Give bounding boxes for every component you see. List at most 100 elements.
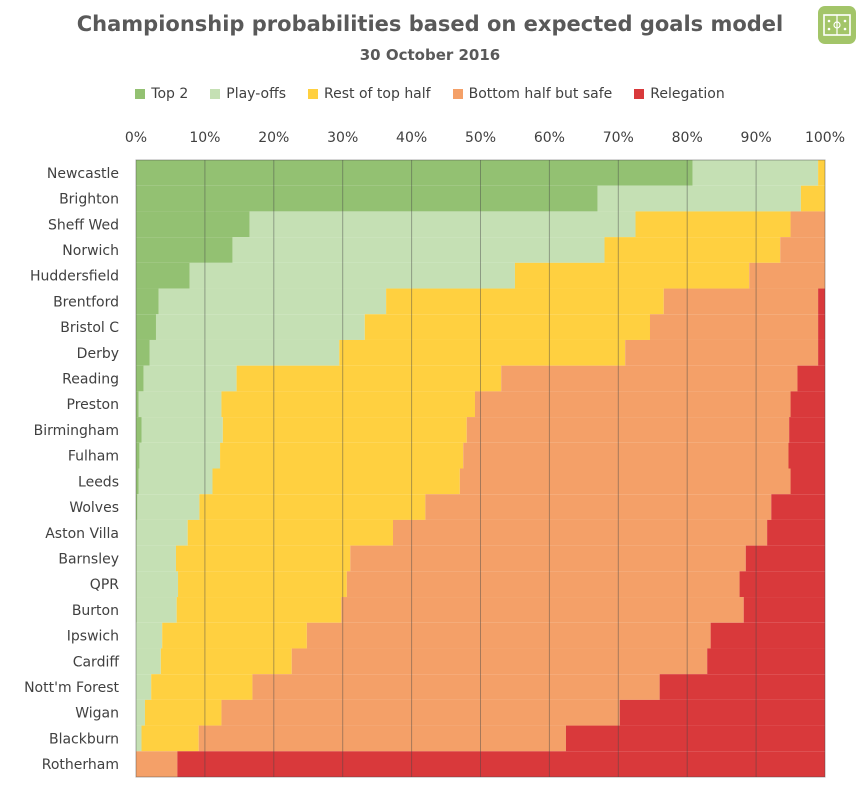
x-tick-label: 60% (534, 130, 565, 146)
bar-huddersfield-bottom-half-but-safe (749, 262, 825, 289)
legend-item-rest-of-top-half: Rest of top half (308, 86, 431, 102)
category-label-leeds: Leeds (78, 474, 119, 490)
bar-blackburn-bottom-half-but-safe (198, 725, 566, 752)
bar-bristol-c-play-offs (155, 314, 365, 340)
legend-swatch (135, 89, 146, 99)
bar-cardiff-relegation (707, 648, 825, 675)
bar-qpr-relegation (739, 571, 825, 598)
bar-derby-bottom-half-but-safe (625, 339, 819, 366)
bar-fulham-top-2 (136, 442, 140, 469)
bar-barnsley-top-2 (136, 545, 137, 572)
bar-sheff-wed-rest-of-top-half (635, 211, 791, 238)
bar-huddersfield-rest-of-top-half (514, 262, 750, 289)
bar-cardiff-rest-of-top-half (160, 648, 292, 675)
legend-item-bottom-half-but-safe: Bottom half but safe (452, 86, 613, 102)
x-tick-label: 50% (465, 130, 496, 146)
bar-derby-relegation (818, 339, 825, 366)
bar-barnsley-relegation (745, 545, 825, 572)
x-tick-label: 10% (189, 130, 220, 146)
bar-cardiff-bottom-half-but-safe (291, 648, 708, 675)
bar-nott-m-forest-relegation (659, 674, 825, 700)
legend-label: Top 2 (151, 86, 189, 102)
legend-item-relegation: Relegation (634, 86, 725, 102)
bar-wolves-rest-of-top-half (199, 494, 426, 520)
bar-blackburn-play-offs (136, 725, 142, 752)
bar-brentford-rest-of-top-half (386, 288, 664, 315)
x-tick-label: 90% (741, 130, 772, 146)
bar-ipswich-bottom-half-but-safe (306, 622, 711, 649)
bar-wigan-rest-of-top-half (144, 699, 222, 726)
category-label-aston-villa: Aston Villa (45, 526, 119, 542)
chart-title: Championship probabilities based on expe… (76, 12, 784, 36)
bar-preston-bottom-half-but-safe (474, 391, 791, 418)
bar-ipswich-rest-of-top-half (162, 622, 307, 649)
bar-burton-relegation (743, 597, 825, 623)
category-label-nott-m-forest: Nott'm Forest (24, 680, 119, 696)
bar-brentford-relegation (818, 288, 825, 315)
category-label-wigan: Wigan (75, 706, 119, 722)
bar-birmingham-play-offs (141, 417, 223, 443)
bar-aston-villa-top-2 (136, 519, 137, 546)
bar-wolves-play-offs (137, 494, 200, 520)
bar-wigan-bottom-half-but-safe (221, 699, 620, 726)
legend-label: Play-offs (226, 86, 287, 102)
bar-norwich-play-offs (232, 237, 605, 263)
bar-birmingham-relegation (789, 417, 825, 443)
bar-birmingham-rest-of-top-half (222, 417, 467, 443)
bar-derby-rest-of-top-half (339, 339, 626, 366)
bar-newcastle-top-2 (136, 160, 693, 186)
bar-preston-relegation (790, 391, 825, 418)
bar-norwich-rest-of-top-half (604, 237, 781, 263)
category-label-newcastle: Newcastle (47, 166, 119, 182)
chart-legend: Top 2 Play-offs Rest of top half Bottom hal… (0, 86, 860, 102)
bar-brighton-rest-of-top-half (800, 185, 825, 212)
bar-blackburn-relegation (565, 725, 825, 752)
bar-norwich-top-2 (136, 237, 233, 263)
x-tick-label: 20% (258, 130, 289, 146)
bar-leeds-bottom-half-but-safe (459, 468, 791, 495)
legend-label: Rest of top half (324, 86, 431, 102)
x-tick-label: 40% (396, 130, 427, 146)
bar-brentford-top-2 (136, 288, 159, 315)
bar-nott-m-forest-play-offs (136, 674, 152, 700)
bar-fulham-bottom-half-but-safe (463, 442, 789, 469)
bar-huddersfield-top-2 (136, 262, 190, 289)
bar-aston-villa-play-offs (136, 519, 188, 546)
category-label-reading: Reading (62, 372, 119, 388)
category-label-huddersfield: Huddersfield (30, 269, 119, 285)
category-label-bristol-c: Bristol C (60, 320, 119, 336)
bar-huddersfield-play-offs (189, 262, 515, 289)
chart-subtitle: 30 October 2016 (359, 46, 501, 64)
bar-qpr-rest-of-top-half (178, 571, 347, 598)
legend-label: Bottom half but safe (468, 86, 613, 102)
category-label-preston: Preston (67, 397, 119, 413)
bar-aston-villa-rest-of-top-half (187, 519, 393, 546)
category-label-wolves: Wolves (69, 500, 119, 516)
bar-qpr-play-offs (136, 571, 179, 598)
bar-aston-villa-relegation (767, 519, 825, 546)
category-label-fulham: Fulham (68, 449, 119, 465)
bar-sheff-wed-play-offs (249, 211, 636, 238)
bar-derby-play-offs (149, 339, 340, 366)
bar-blackburn-rest-of-top-half (141, 725, 199, 752)
bar-nott-m-forest-bottom-half-but-safe (252, 674, 660, 700)
bar-barnsley-rest-of-top-half (175, 545, 351, 572)
bar-qpr-top-2 (136, 571, 137, 598)
legend-swatch (452, 89, 463, 99)
category-label-brighton: Brighton (59, 192, 119, 208)
bar-reading-play-offs (143, 365, 237, 392)
bar-wigan-relegation (619, 699, 825, 726)
bar-reading-rest-of-top-half (236, 365, 502, 392)
bar-barnsley-play-offs (136, 545, 176, 572)
bar-reading-relegation (797, 365, 825, 392)
bar-leeds-relegation (790, 468, 825, 495)
bar-reading-bottom-half-but-safe (501, 365, 798, 392)
bar-bristol-c-top-2 (136, 314, 156, 340)
x-tick-label: 30% (327, 130, 358, 146)
category-label-brentford: Brentford (53, 294, 119, 310)
bar-newcastle-play-offs (692, 160, 819, 186)
pitch-logo-icon (818, 6, 856, 44)
bar-fulham-relegation (788, 442, 825, 469)
bar-wigan-play-offs (136, 699, 145, 726)
bar-birmingham-top-2 (136, 417, 142, 443)
